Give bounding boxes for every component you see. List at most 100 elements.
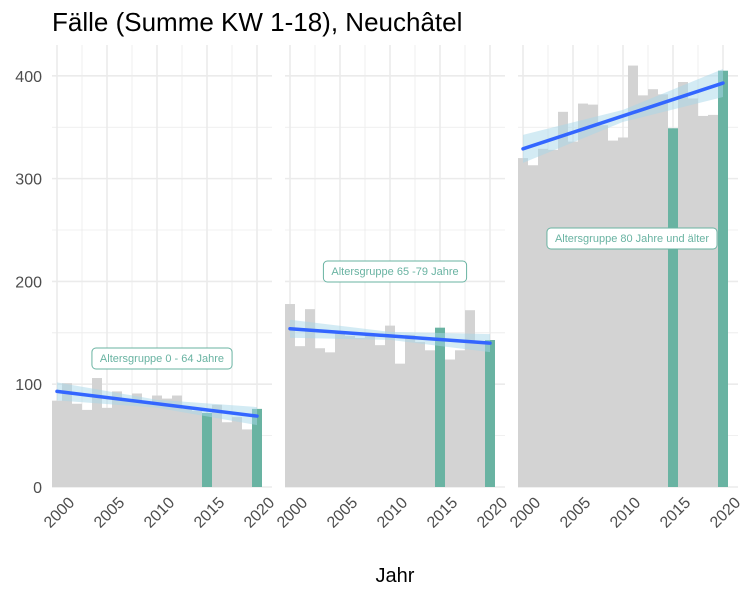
trend-line: [521, 81, 725, 151]
panel-label-box: [91, 347, 233, 370]
bar: [588, 104, 598, 488]
bar: [325, 352, 335, 487]
bar: [315, 348, 325, 487]
bar: [222, 422, 232, 487]
panel-label-box: [322, 260, 468, 283]
x-tick-label: 2010: [607, 494, 644, 531]
x-tick-label: 2020: [707, 494, 744, 531]
bar: [518, 158, 528, 487]
bar: [172, 395, 182, 487]
bar: [82, 409, 92, 487]
bar: [445, 359, 455, 487]
bar: [568, 141, 578, 487]
x-tick-label: 2015: [191, 494, 228, 531]
bar: [345, 335, 355, 487]
bar: [698, 115, 708, 487]
x-tick-label: 2005: [91, 494, 128, 531]
trend-line: [55, 389, 259, 418]
bar-highlight: [718, 70, 728, 487]
trend-line: [288, 326, 492, 345]
bar: [365, 334, 375, 487]
bar: [162, 398, 172, 487]
panel-label: Altersgruppe 0 - 64 Jahre: [100, 353, 224, 365]
bar: [375, 345, 385, 487]
bar: [638, 95, 648, 488]
bar: [648, 89, 658, 487]
bar: [72, 403, 82, 487]
bar: [578, 103, 588, 487]
bar: [548, 149, 558, 488]
bar: [132, 393, 142, 487]
bar: [232, 417, 242, 487]
panel-label: Altersgruppe 65 -79 Jahre: [331, 266, 458, 278]
bar-highlight: [252, 408, 262, 487]
x-tick-label: 2005: [324, 494, 361, 531]
bar: [528, 165, 538, 487]
bar: [405, 334, 415, 487]
bar: [558, 111, 568, 487]
facet-panel: Altersgruppe 65 -79 Jahre 2000 2005 2010 201…: [274, 45, 511, 532]
x-tick-label: 2000: [507, 494, 544, 531]
bar: [122, 400, 132, 487]
bar: [112, 391, 122, 487]
y-tick-label: 300: [15, 172, 42, 189]
bar: [538, 148, 548, 487]
bar: [142, 402, 152, 487]
x-tick-label: 2020: [474, 494, 511, 531]
bar: [335, 332, 345, 487]
bar: [658, 94, 668, 487]
bar: [182, 408, 192, 487]
bar: [598, 125, 608, 487]
x-axis-title: Jahr: [376, 565, 415, 587]
x-tick-label: 2000: [41, 494, 78, 531]
bar: [628, 65, 638, 487]
y-tick-label: 400: [15, 69, 42, 86]
bar: [385, 325, 395, 487]
bar: [305, 309, 315, 487]
facet-panel: Altersgruppe 0 - 64 Jahre 2000 2005 2010 201…: [41, 45, 278, 532]
bar: [455, 350, 465, 487]
bar-highlight: [485, 340, 495, 487]
bar: [425, 350, 435, 487]
bar: [618, 137, 628, 487]
bar: [52, 400, 62, 487]
bar: [355, 337, 365, 487]
x-tick-label: 2000: [274, 494, 311, 531]
bar-highlight: [202, 412, 212, 487]
bar: [92, 378, 102, 487]
bar: [192, 410, 202, 487]
bar: [102, 407, 112, 487]
bar: [242, 429, 252, 487]
bar: [295, 346, 305, 487]
x-tick-label: 2015: [657, 494, 694, 531]
panel-label-box: [546, 227, 718, 250]
bar: [62, 383, 72, 487]
bar: [395, 363, 405, 487]
y-axis: 0 100 200 300 400: [15, 69, 42, 497]
bar: [475, 343, 485, 487]
bar: [608, 140, 618, 488]
x-tick-label: 2020: [241, 494, 278, 531]
bar-highlight: [668, 128, 678, 487]
bar: [688, 98, 698, 487]
chart-title: Fälle (Summe KW 1-18), Neuchâtel: [52, 7, 462, 37]
bar: [152, 395, 162, 487]
y-tick-label: 0: [33, 480, 42, 497]
bar: [415, 342, 425, 487]
bar: [465, 310, 475, 487]
x-tick-label: 2010: [141, 494, 178, 531]
bar: [678, 82, 688, 488]
y-tick-label: 100: [15, 377, 42, 394]
bar: [212, 404, 222, 487]
bar-highlight: [435, 327, 445, 487]
x-tick-label: 2005: [557, 494, 594, 531]
panel-label: Altersgruppe 80 Jahre und älter: [555, 233, 709, 245]
facet-panel: Altersgruppe 80 Jahre und älter 2000 2005 2…: [507, 45, 744, 532]
facet-panels: Altersgruppe 0 - 64 Jahre 2000 2005 2010 201…: [41, 45, 744, 532]
x-tick-label: 2010: [374, 494, 411, 531]
y-tick-label: 200: [15, 274, 42, 291]
bar: [285, 304, 295, 487]
x-tick-label: 2015: [424, 494, 461, 531]
bar: [708, 114, 718, 487]
